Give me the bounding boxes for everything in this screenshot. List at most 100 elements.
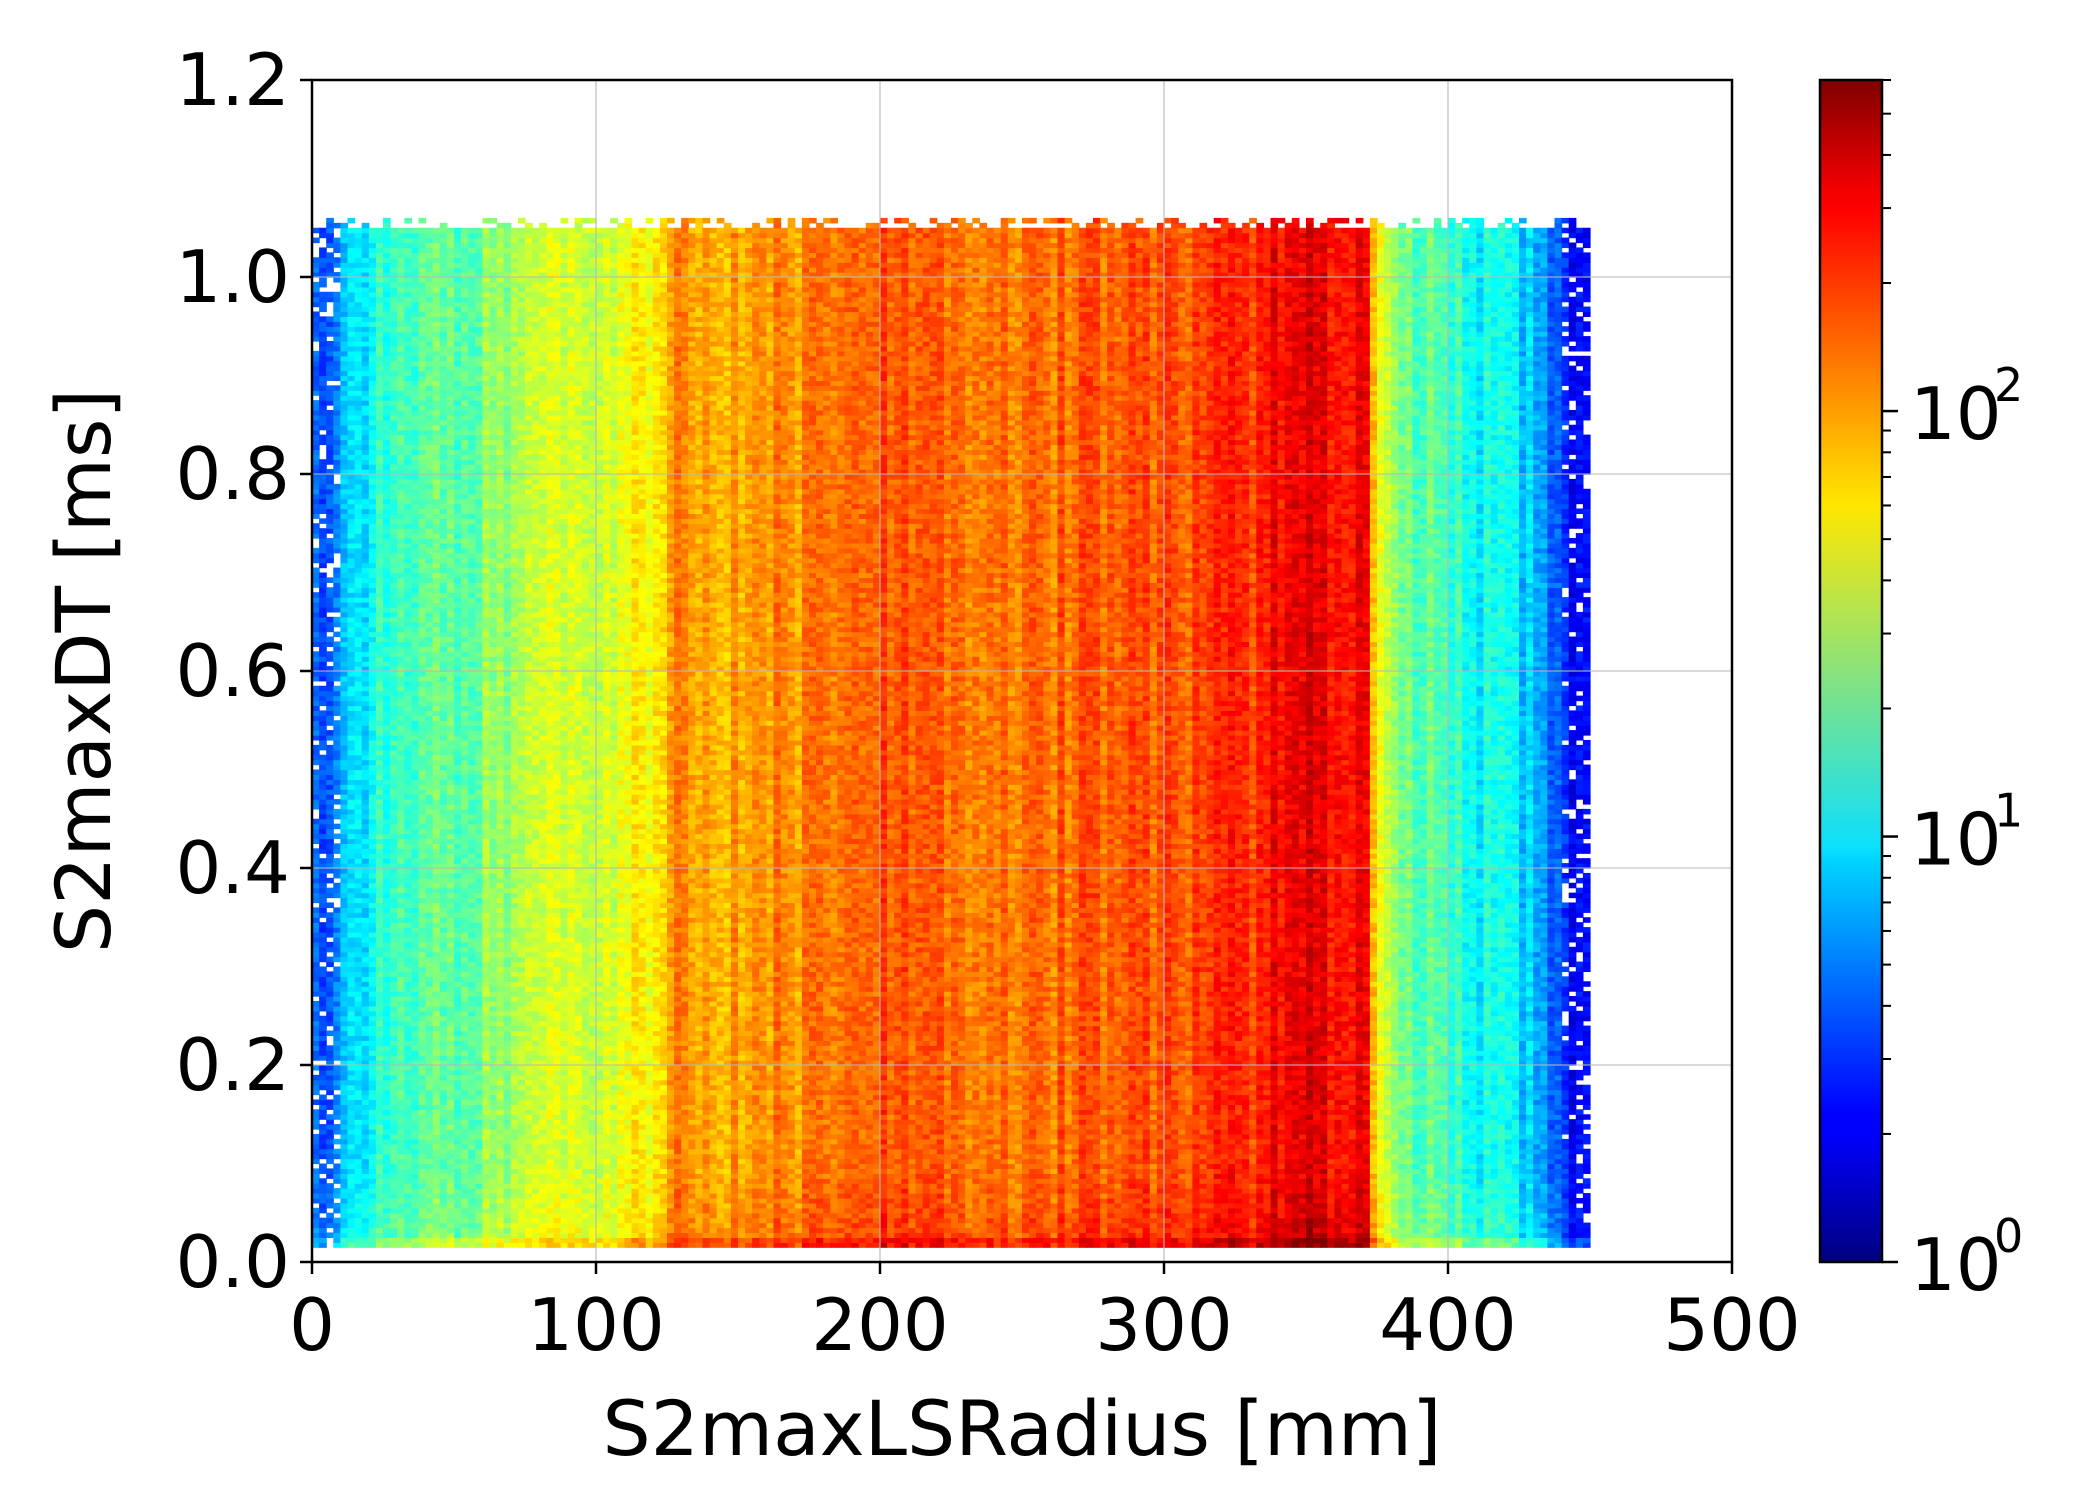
heatmap-cell <box>319 1065 327 1071</box>
heatmap-cell <box>319 1006 327 1012</box>
heatmap-cell <box>333 843 341 849</box>
heatmap-cell <box>340 1193 348 1199</box>
heatmap-cell <box>348 1154 356 1160</box>
heatmap-cell <box>319 1031 327 1037</box>
heatmap-cell <box>348 1232 356 1238</box>
heatmap-cell <box>333 395 341 401</box>
heatmap-cell <box>319 282 327 288</box>
heatmap-cell <box>355 1223 363 1229</box>
heatmap-cell <box>348 1006 356 1012</box>
heatmap-cell <box>340 499 348 505</box>
heatmap-cell <box>319 292 327 298</box>
heatmap-cell <box>319 1228 327 1234</box>
heatmap-cell <box>340 533 348 539</box>
heatmap-cell <box>319 297 327 303</box>
heatmap-cell <box>340 1203 348 1209</box>
heatmap-cell <box>340 676 348 682</box>
heatmap-cell <box>326 592 334 598</box>
heatmap-cell <box>348 1109 356 1115</box>
heatmap-cell <box>333 996 341 1002</box>
heatmap-cell <box>340 420 348 426</box>
heatmap-cell <box>319 247 327 253</box>
heatmap-cell <box>326 784 334 790</box>
heatmap-cell <box>333 1242 341 1248</box>
heatmap-cell <box>340 1050 348 1056</box>
heatmap-cell <box>326 819 334 825</box>
heatmap-cell <box>348 893 356 899</box>
heatmap-cell <box>319 1134 327 1140</box>
heatmap-cell <box>348 779 356 785</box>
heatmap-cell <box>326 617 334 623</box>
heatmap-cell <box>326 218 334 224</box>
heatmap-cell <box>348 1016 356 1022</box>
heatmap-cell <box>319 361 327 367</box>
heatmap-cell <box>326 1129 334 1135</box>
heatmap-cell <box>326 444 334 450</box>
heatmap-cell <box>319 809 327 815</box>
heatmap-cell <box>348 218 356 224</box>
heatmap-cell <box>348 637 356 643</box>
heatmap-cell <box>340 331 348 337</box>
heatmap-cell <box>319 1099 327 1105</box>
heatmap-cell <box>319 326 327 332</box>
heatmap-cell <box>355 1129 363 1135</box>
heatmap-cell <box>348 1149 356 1155</box>
heatmap-cell <box>348 617 356 623</box>
heatmap-cell <box>333 942 341 948</box>
heatmap-cell <box>319 252 327 258</box>
heatmap-cell <box>340 1109 348 1115</box>
heatmap-cell <box>319 646 327 652</box>
heatmap-cell <box>333 834 341 840</box>
heatmap-cell <box>348 341 356 347</box>
heatmap-cell <box>348 440 356 446</box>
heatmap-cell <box>319 533 327 539</box>
heatmap-cell <box>355 1159 363 1165</box>
heatmap-cell <box>333 528 341 534</box>
heatmap-cell <box>333 1208 341 1214</box>
heatmap-cell <box>340 829 348 835</box>
heatmap-cell <box>340 1031 348 1037</box>
heatmap-cell <box>340 292 348 298</box>
heatmap-cell <box>348 691 356 697</box>
heatmap-cell <box>348 735 356 741</box>
heatmap-cell <box>348 602 356 608</box>
heatmap-cell <box>348 770 356 776</box>
heatmap-cell <box>319 1045 327 1051</box>
heatmap-cell <box>333 705 341 711</box>
heatmap-cell <box>319 1168 327 1174</box>
heatmap-cell <box>326 1021 334 1027</box>
heatmap-cell <box>340 917 348 923</box>
heatmap-cell <box>348 346 356 352</box>
heatmap-cell <box>340 548 348 554</box>
heatmap-cell <box>333 661 341 667</box>
heatmap-cell <box>348 430 356 436</box>
heatmap-cell <box>348 829 356 835</box>
heatmap-cell <box>340 986 348 992</box>
heatmap-cell <box>319 553 327 559</box>
heatmap-cell <box>326 459 334 465</box>
heatmap-cell <box>340 385 348 391</box>
heatmap-cell <box>319 1114 327 1120</box>
heatmap-cell <box>348 902 356 908</box>
heatmap-cell <box>326 715 334 721</box>
heatmap-cell <box>348 1075 356 1081</box>
heatmap-cell <box>326 1075 334 1081</box>
heatmap-cell <box>333 651 341 657</box>
heatmap-cell <box>333 646 341 652</box>
heatmap-cell <box>333 957 341 963</box>
heatmap-cell <box>326 297 334 303</box>
heatmap-cell <box>319 602 327 608</box>
heatmap-cell <box>348 1090 356 1096</box>
heatmap-cell <box>333 568 341 574</box>
heatmap-cell <box>326 262 334 268</box>
heatmap-cell <box>348 701 356 707</box>
heatmap-cell <box>319 760 327 766</box>
heatmap-cell <box>326 735 334 741</box>
heatmap-cell <box>333 238 341 244</box>
heatmap-cell <box>340 568 348 574</box>
heatmap-cell <box>319 1026 327 1032</box>
heatmap-cell <box>348 390 356 396</box>
heatmap-cell <box>348 967 356 973</box>
heatmap-cell <box>326 745 334 751</box>
heatmap-cell <box>333 932 341 938</box>
